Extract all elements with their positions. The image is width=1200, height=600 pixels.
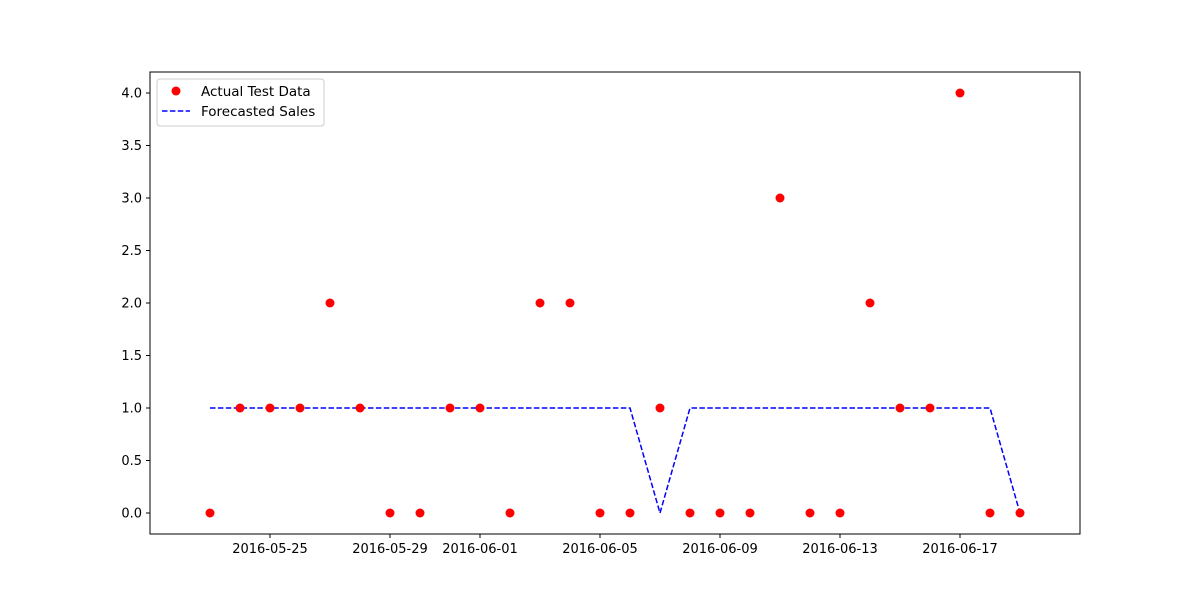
actual-point xyxy=(535,298,545,308)
actual-point xyxy=(385,508,395,518)
actual-point xyxy=(325,298,335,308)
actual-point xyxy=(835,508,845,518)
actual-point xyxy=(955,88,965,98)
actual-point xyxy=(295,403,305,413)
actual-point xyxy=(805,508,815,518)
actual-point xyxy=(595,508,605,518)
actual-point xyxy=(685,508,695,518)
y-tick-label: 0.0 xyxy=(121,507,142,522)
actual-point xyxy=(865,298,875,308)
actual-point xyxy=(895,403,905,413)
plot-frame xyxy=(149,71,1081,535)
y-tick-label: 3.5 xyxy=(121,139,142,154)
actual-point xyxy=(925,403,935,413)
legend-label-forecast: Forecasted Sales xyxy=(201,104,315,120)
actual-point xyxy=(985,508,995,518)
legend: Actual Test Data Forecasted Sales xyxy=(156,78,325,127)
x-tick-label: 2016-06-09 xyxy=(682,542,758,557)
actual-point xyxy=(775,193,785,203)
actual-series xyxy=(205,88,1025,518)
actual-point xyxy=(445,403,455,413)
y-tick-label: 2.5 xyxy=(121,244,142,259)
legend-marker-actual xyxy=(171,86,181,96)
actual-point xyxy=(355,403,365,413)
y-tick-label: 3.0 xyxy=(121,192,142,207)
actual-point xyxy=(655,403,665,413)
y-axis: 0.0 0.5 1.0 1.5 2.0 2.5 3.0 3.5 4.0 xyxy=(121,87,150,522)
actual-point xyxy=(475,403,485,413)
x-tick-label: 2016-06-05 xyxy=(562,542,638,557)
x-tick-label: 2016-05-29 xyxy=(352,542,428,557)
actual-point xyxy=(235,403,245,413)
actual-point xyxy=(715,508,725,518)
actual-point xyxy=(625,508,635,518)
actual-point xyxy=(505,508,515,518)
legend-box xyxy=(156,78,325,127)
x-tick-label: 2016-06-13 xyxy=(802,542,878,557)
actual-point xyxy=(265,403,275,413)
actual-point xyxy=(1015,508,1025,518)
y-tick-label: 0.5 xyxy=(121,454,142,469)
x-tick-label: 2016-06-17 xyxy=(922,542,998,557)
x-axis: 2016-05-25 2016-05-29 2016-06-01 2016-06-05… xyxy=(232,534,998,557)
actual-point xyxy=(565,298,575,308)
forecast-series xyxy=(210,407,1021,516)
y-tick-label: 1.0 xyxy=(121,402,142,417)
actual-point xyxy=(205,508,215,518)
y-tick-label: 4.0 xyxy=(121,87,142,102)
x-tick-label: 2016-05-25 xyxy=(232,542,308,557)
x-tick-label: 2016-06-01 xyxy=(442,542,518,557)
y-tick-label: 2.0 xyxy=(121,297,142,312)
actual-point xyxy=(745,508,755,518)
y-tick-label: 1.5 xyxy=(121,349,142,364)
forecast-line xyxy=(210,407,1021,516)
actual-point xyxy=(415,508,425,518)
legend-label-actual: Actual Test Data xyxy=(201,84,311,100)
